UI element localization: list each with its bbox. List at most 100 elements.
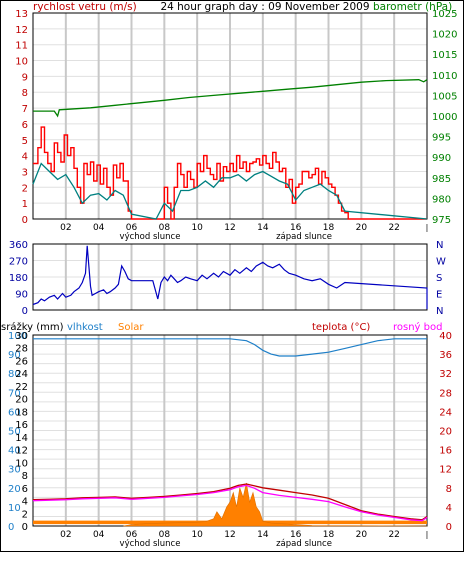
humidity-y-tick: 0 <box>8 522 14 533</box>
rain-y-tick: 8 <box>22 471 28 482</box>
temperature-y-tick: 12 <box>439 465 452 476</box>
wind-direction-line <box>32 245 428 310</box>
temperature-y-tick: 28 <box>439 388 452 399</box>
rain-y-tick: 10 <box>15 458 28 469</box>
x-tick-label: 14 <box>257 223 269 233</box>
x-tick-label: 02 <box>60 223 71 233</box>
temperature-y-tick: 4 <box>446 503 452 514</box>
wind-y-tick: 12 <box>15 25 28 36</box>
rain-y-tick: 22 <box>15 382 28 393</box>
x-tick-label: 12 <box>224 530 235 540</box>
rain-y-tick: 16 <box>15 420 28 431</box>
x-tick-label: 18 <box>323 530 335 540</box>
direction-y-tick: 180 <box>9 273 28 284</box>
wind-y-tick: 7 <box>22 104 28 115</box>
temp-humidity-panel: 0102030405060708090100024681012141618202… <box>8 331 452 549</box>
temperature-label: teplota (°C) <box>312 322 370 333</box>
pressure-y-tick: 995 <box>432 133 451 144</box>
wind-speed-label: rychlost vetru (m/s) <box>33 1 137 13</box>
wind-y-tick: 8 <box>22 88 28 99</box>
rain-y-tick: 30 <box>15 331 28 342</box>
humidity-y-tick: 20 <box>8 484 21 495</box>
direction-y-tick: 270 <box>9 257 28 268</box>
wind-average-line <box>32 162 428 220</box>
wind-y-tick: 10 <box>15 57 28 68</box>
rain-y-tick: 14 <box>15 433 28 444</box>
pressure-y-tick: 1015 <box>432 50 457 61</box>
wind-y-tick: 5 <box>22 136 28 147</box>
rain-label: srážky (mm) <box>1 321 64 333</box>
pressure-y-tick: 985 <box>432 174 451 185</box>
x-tick-label: 20 <box>356 223 368 233</box>
wind-y-tick: 4 <box>22 152 28 163</box>
rain-y-tick: 0 <box>22 522 28 533</box>
x-tick-label: 02 <box>60 530 71 540</box>
wind-y-tick: 13 <box>15 9 28 20</box>
wind-gust-line <box>33 126 427 220</box>
dewpoint-label: rosný bod <box>393 321 442 333</box>
x-tick-label: 04 <box>93 223 105 233</box>
direction-letter: N <box>436 240 443 251</box>
temperature-y-tick: 32 <box>439 369 452 380</box>
humidity-y-tick: 50 <box>8 427 21 438</box>
temperature-y-tick: 20 <box>439 427 452 438</box>
wind-pressure-frame <box>32 12 428 220</box>
graph-frame <box>0 0 464 552</box>
temperature-line <box>32 483 428 521</box>
temperature-y-tick: 36 <box>439 350 452 361</box>
rain-y-tick: 18 <box>15 407 28 418</box>
x-tick-label: 10 <box>191 223 203 233</box>
chart-title: 24 hour graph day : 09 November 2009 <box>160 1 369 13</box>
pressure-y-tick: 1005 <box>432 91 457 102</box>
humidity-y-tick: 70 <box>8 388 21 399</box>
x-tick-label: 08 <box>159 223 171 233</box>
rain-y-tick: 26 <box>15 356 28 367</box>
direction-letter: W <box>436 257 446 268</box>
wind-y-tick: 6 <box>22 120 28 131</box>
x-tick-label: 20 <box>356 530 368 540</box>
direction-letter: S <box>436 273 442 284</box>
rain-y-tick: 24 <box>15 369 28 380</box>
pressure-y-tick: 1000 <box>432 112 457 123</box>
direction-y-tick: 90 <box>15 290 28 301</box>
temperature-y-tick: 24 <box>439 407 452 418</box>
wind-y-tick: 9 <box>22 72 28 83</box>
solar-area <box>123 482 428 527</box>
rain-y-tick: 20 <box>15 395 28 406</box>
wind-pressure-panel: 0123456789101112139759809859909951000100… <box>15 9 457 242</box>
temperature-y-tick: 16 <box>439 446 452 457</box>
humidity-y-tick: 10 <box>8 503 21 514</box>
x-tick-label: 04 <box>93 530 105 540</box>
rain-y-tick: 12 <box>15 446 28 457</box>
pressure-y-tick: 1020 <box>432 30 457 41</box>
x-tick-label: 10 <box>191 530 203 540</box>
x-tick-label: 14 <box>257 530 269 540</box>
wind-y-tick: 1 <box>22 199 28 210</box>
wind-y-tick: 0 <box>22 215 28 226</box>
barometer-label: barometr (hPa) <box>373 1 452 13</box>
x-tick-label: 22 <box>388 530 399 540</box>
x-tick-end: | <box>426 223 429 232</box>
direction-y-tick: 360 <box>9 240 28 251</box>
temperature-y-tick: 40 <box>439 331 452 342</box>
x-tick-label: 22 <box>388 223 399 233</box>
dewpoint-line <box>32 484 428 522</box>
rain-y-tick: 6 <box>22 484 28 495</box>
wind-direction-frame <box>32 243 428 311</box>
x-tick-label: 06 <box>126 223 138 233</box>
humidity-y-tick: 30 <box>8 465 21 476</box>
rain-y-tick: 2 <box>22 509 28 520</box>
humidity-y-tick: 80 <box>8 369 21 380</box>
wind-y-tick: 11 <box>15 41 28 52</box>
x-tick-end: | <box>426 530 429 539</box>
humidity-label: vlhkost <box>67 322 103 333</box>
wind-y-tick: 2 <box>22 183 28 194</box>
pressure-y-tick: 980 <box>432 194 451 205</box>
x-tick-label: 16 <box>290 530 302 540</box>
x-tick-label: 16 <box>290 223 302 233</box>
sunrise-label: východ slunce <box>120 232 181 242</box>
x-tick-label: 12 <box>224 223 235 233</box>
